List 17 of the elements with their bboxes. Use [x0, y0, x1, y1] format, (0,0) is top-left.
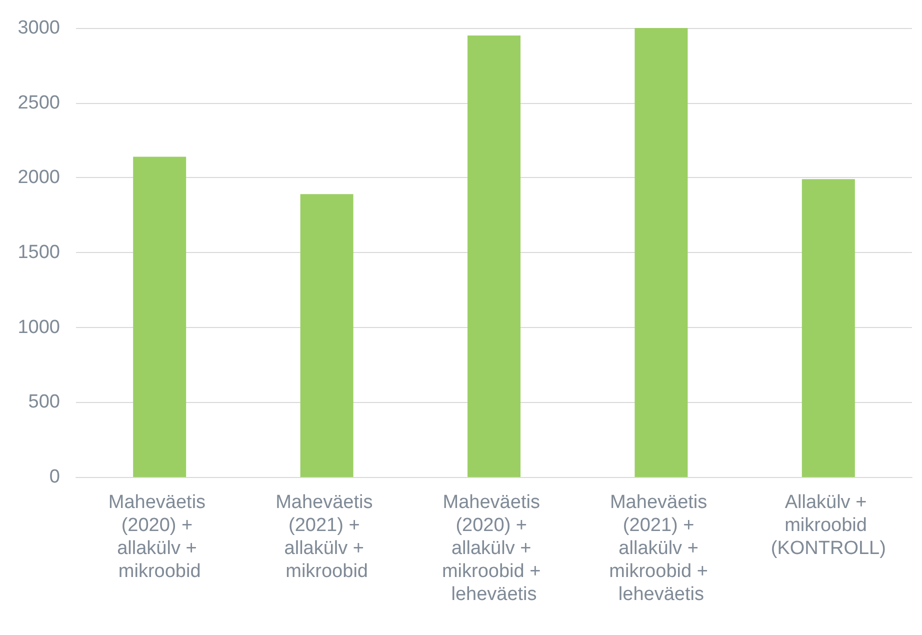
bar: [133, 156, 186, 477]
bar: [468, 35, 520, 477]
x-tick-label: Maheväetis (2021) + allakülv + mikroobid + leheväetis: [609, 492, 714, 605]
y-tick-label: 3000: [18, 18, 60, 38]
y-tick-label: 1500: [18, 242, 60, 263]
bar: [634, 28, 688, 477]
y-tick-label: 500: [28, 392, 60, 413]
x-tick-label: Allakülv + mikroobid (KONTROLL): [770, 492, 886, 559]
x-tick-label: Maheväetis (2021) + allakülv + mikroobid: [276, 492, 378, 582]
y-tick-label: 1000: [18, 316, 60, 338]
y-tick-label: 0: [49, 466, 60, 488]
bar: [300, 194, 354, 477]
bar: [802, 179, 855, 477]
x-tick-label: Maheväetis (2020) + allakülv + mikroobid + leheväetis: [442, 492, 546, 605]
y-tick-label: 2500: [18, 92, 60, 114]
x-tick-label: Maheväetis (2020) + allakülv + mikroobid: [108, 492, 211, 582]
y-tick-label: 2000: [18, 167, 60, 188]
